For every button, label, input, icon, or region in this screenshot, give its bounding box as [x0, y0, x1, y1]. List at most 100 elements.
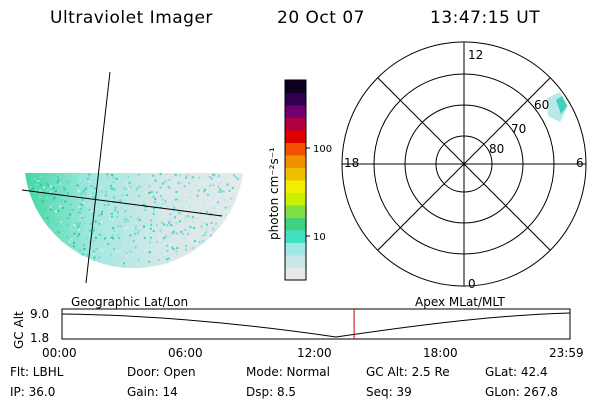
speckle-pixel [213, 174, 216, 177]
speckle-pixel [164, 261, 167, 264]
speckle-pixel [168, 236, 171, 238]
speckle-pixel [113, 188, 116, 191]
speckle-pixel [48, 267, 51, 269]
speckle-pixel [48, 263, 51, 265]
speckle-pixel [163, 223, 166, 226]
speckle-pixel [186, 215, 189, 218]
speckle-pixel [212, 173, 215, 176]
speckle-pixel [123, 253, 126, 256]
speckle-pixel [169, 243, 172, 246]
speckle-pixel [178, 220, 181, 223]
speckle-pixel [144, 190, 147, 193]
speckle-pixel [49, 208, 52, 211]
speckle-pixel [44, 209, 47, 212]
speckle-pixel [48, 232, 51, 235]
speckle-pixel [98, 233, 101, 236]
speckle-pixel [163, 237, 166, 240]
speckle-pixel [47, 194, 50, 197]
apex-caption: Apex MLat/MLT [415, 295, 505, 309]
speckle-pixel [109, 276, 111, 278]
speckle-pixel [177, 181, 179, 184]
colorbar-cell [285, 192, 306, 206]
speckle-pixel [211, 183, 214, 186]
speckle-pixel [200, 225, 203, 228]
speckle-pixel [44, 211, 47, 214]
timeline-ytick-top: 9.0 [30, 307, 49, 321]
speckle-pixel [107, 203, 110, 206]
ring-label-60: 60 [534, 98, 549, 112]
speckle-pixel [175, 250, 178, 253]
speckle-pixel [129, 242, 132, 245]
speckle-pixel [103, 204, 106, 207]
speckle-pixel [73, 243, 76, 246]
speckle-pixel [34, 222, 37, 225]
speckle-pixel [154, 201, 156, 203]
speckle-pixel [235, 204, 238, 207]
speckle-pixel [59, 240, 62, 242]
speckle-pixel [228, 278, 230, 280]
speckle-pixel [226, 242, 229, 245]
speckle-pixel [206, 243, 209, 246]
speckle-pixel [32, 226, 35, 229]
speckle-pixel [25, 220, 28, 223]
speckle-pixel [25, 257, 28, 260]
speckle-pixel [88, 173, 91, 176]
speckle-pixel [161, 198, 164, 201]
speckle-pixel [235, 251, 238, 254]
speckle-pixel [207, 282, 209, 284]
speckle-pixel [44, 253, 47, 256]
speckle-pixel [190, 247, 193, 250]
speckle-pixel [136, 232, 139, 235]
speckle-pixel [78, 222, 81, 225]
speckle-pixel [189, 190, 192, 193]
speckle-pixel [30, 241, 33, 244]
speckle-pixel [223, 277, 225, 279]
speckle-pixel [220, 226, 223, 229]
speckle-pixel [144, 249, 147, 252]
speckle-pixel [69, 203, 72, 206]
speckle-pixel [152, 230, 155, 232]
speckle-pixel [150, 223, 153, 226]
speckle-pixel [104, 283, 106, 285]
speckle-pixel [101, 196, 104, 199]
speckle-pixel [73, 224, 76, 226]
speckle-pixel [33, 241, 35, 244]
speckle-pixel [160, 228, 163, 230]
speckle-pixel [76, 284, 78, 286]
speckle-pixel [163, 255, 166, 258]
speckle-pixel [25, 234, 28, 237]
speckle-pixel [228, 245, 230, 248]
speckle-pixel [230, 282, 232, 284]
speckle-pixel [229, 270, 231, 272]
speckle-pixel [63, 247, 66, 250]
speckle-pixel [234, 214, 237, 217]
speckle-pixel [69, 210, 71, 213]
speckle-pixel [188, 182, 191, 185]
speckle-pixel [189, 237, 191, 240]
speckle-pixel [214, 253, 217, 256]
speckle-pixel [236, 262, 238, 265]
speckle-pixel [183, 264, 186, 267]
speckle-pixel [109, 285, 111, 287]
speckle-pixel [44, 213, 47, 215]
speckle-pixel [228, 200, 231, 203]
speckle-pixel [43, 248, 46, 251]
speckle-pixel [98, 272, 100, 274]
speckle-pixel [135, 285, 137, 287]
speckle-pixel [166, 280, 168, 282]
speckle-pixel [199, 280, 201, 282]
speckle-pixel [183, 268, 186, 269]
speckle-pixel [109, 253, 112, 256]
speckle-pixel [178, 174, 181, 177]
speckle-pixel [145, 206, 148, 209]
geographic-caption: Geographic Lat/Lon [71, 295, 188, 309]
speckle-pixel [60, 197, 63, 200]
speckle-pixel [49, 191, 52, 193]
speckle-pixel [148, 197, 151, 200]
speckle-pixel [197, 256, 200, 259]
speckle-pixel [241, 215, 243, 218]
speckle-pixel [143, 237, 146, 239]
speckle-pixel [132, 225, 135, 228]
speckle-pixel [111, 218, 114, 221]
speckle-pixel [196, 194, 199, 197]
